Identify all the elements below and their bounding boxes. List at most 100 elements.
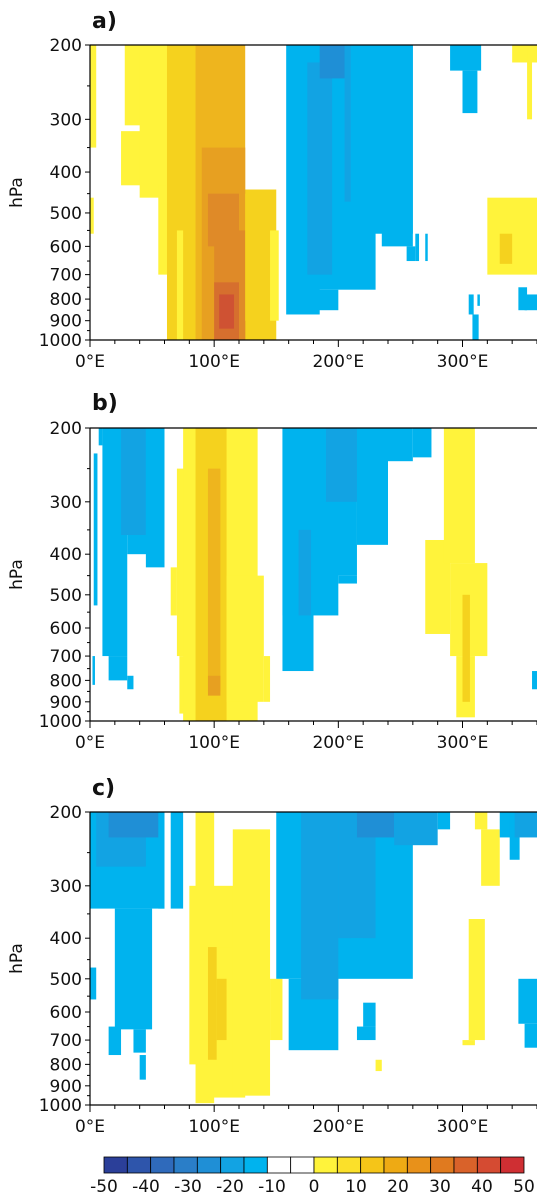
y-tick-label: 600 xyxy=(50,619,82,639)
heatmap-cell xyxy=(443,428,475,564)
heatmap-cell xyxy=(307,62,333,275)
colorbar-swatch xyxy=(103,1156,128,1174)
heatmap-cell xyxy=(381,45,413,247)
colorbar-swatch xyxy=(290,1156,315,1174)
colorbar-swatch xyxy=(266,1156,292,1174)
heatmap-cell xyxy=(226,575,264,702)
heatmap-cell xyxy=(356,812,395,838)
y-tick-label: 200 xyxy=(50,419,82,439)
heatmap-cell xyxy=(356,428,388,545)
heatmap-cell xyxy=(532,671,537,690)
heatmap-cell xyxy=(127,675,134,690)
heatmap-cell xyxy=(356,1026,376,1041)
heatmap-cell xyxy=(133,1029,146,1053)
heatmap-cell xyxy=(450,45,482,71)
heatmap-cell xyxy=(176,468,187,657)
heatmap-cell xyxy=(170,812,184,909)
colorbar-label: 40 xyxy=(471,1177,493,1195)
y-tick-label: 1000 xyxy=(39,712,82,732)
x-tick-label: 0°E xyxy=(75,733,105,753)
colorbar-swatch xyxy=(500,1156,525,1174)
y-axis-label: hPa xyxy=(7,943,27,974)
colorbar-swatch xyxy=(453,1156,478,1174)
heatmap-cell xyxy=(477,294,480,306)
y-tick-label: 800 xyxy=(50,290,82,310)
heatmap-cell xyxy=(93,453,98,606)
heatmap-cell xyxy=(406,246,416,262)
heatmap-cell xyxy=(270,230,279,321)
heatmap-cell xyxy=(474,812,488,830)
colorbar-label: -10 xyxy=(258,1177,286,1195)
y-tick-label: 600 xyxy=(50,1003,82,1023)
x-tick-label: 100°E xyxy=(188,733,240,753)
y-tick-label: 400 xyxy=(50,929,82,949)
heatmap-cell xyxy=(412,428,432,458)
y-tick-label: 400 xyxy=(50,545,82,565)
heatmap-cell xyxy=(388,428,413,462)
colorbar-label: -50 xyxy=(90,1177,118,1195)
x-tick-label: 300°E xyxy=(437,733,489,753)
heatmap-cell xyxy=(108,812,159,838)
heatmap-cell xyxy=(518,978,537,1024)
heatmap-cell xyxy=(216,978,227,1041)
heatmap-cell xyxy=(92,656,95,685)
heatmap-cell xyxy=(170,567,177,616)
heatmap-cell xyxy=(145,428,165,568)
x-tick-label: 200°E xyxy=(312,733,364,753)
heatmap-cell xyxy=(394,812,438,846)
y-tick-label: 300 xyxy=(50,110,82,130)
heatmap-cell xyxy=(298,529,312,616)
x-tick-label: 300°E xyxy=(437,352,489,372)
colorbar-label: 0 xyxy=(309,1177,320,1195)
colorbar-swatch xyxy=(360,1156,385,1174)
heatmap-cells xyxy=(92,428,537,721)
heatmap-cell xyxy=(139,1055,146,1080)
colorbar-swatch xyxy=(430,1156,455,1174)
colorbar-label: 10 xyxy=(345,1177,367,1195)
heatmap-cell xyxy=(527,45,533,120)
heatmap-cell xyxy=(207,675,221,696)
colorbar-label: -20 xyxy=(216,1177,244,1195)
y-tick-label: 200 xyxy=(50,803,82,823)
heatmap-cell xyxy=(350,938,364,968)
y-tick-label: 900 xyxy=(50,312,82,332)
x-tick-label: 100°E xyxy=(188,352,240,372)
colorbar-swatch xyxy=(150,1156,175,1174)
heatmap-cell xyxy=(325,428,364,502)
heatmap-cell xyxy=(524,1023,537,1048)
colorbar-label: 50 xyxy=(513,1177,535,1195)
heatmap-cell xyxy=(462,70,478,114)
y-tick-label: 500 xyxy=(50,204,82,224)
heatmap-cells xyxy=(90,812,537,1104)
y-tick-label: 200 xyxy=(50,36,82,56)
panel-label: c) xyxy=(92,776,115,801)
heatmap-cell xyxy=(468,294,474,315)
heatmap-cell xyxy=(207,947,217,1060)
y-tick-label: 500 xyxy=(50,586,82,606)
y-tick-label: 500 xyxy=(50,970,82,990)
heatmap-cell xyxy=(514,812,537,838)
heatmap-cell xyxy=(518,287,528,311)
colorbar-swatch xyxy=(196,1156,222,1174)
heatmap-cell xyxy=(524,294,537,311)
heatmap-cell xyxy=(90,967,97,1000)
colorbar-swatch xyxy=(406,1156,432,1174)
heatmap-cell xyxy=(415,233,420,262)
colorbar-label: 20 xyxy=(387,1177,409,1195)
x-tick-label: 300°E xyxy=(437,1117,489,1137)
y-tick-label: 1000 xyxy=(39,1096,82,1116)
y-tick-label: 1000 xyxy=(39,331,82,351)
x-tick-label: 200°E xyxy=(312,1117,364,1137)
heatmap-cell xyxy=(462,1040,475,1046)
heatmap-cell xyxy=(481,829,500,886)
heatmap-cell xyxy=(425,233,428,262)
heatmap-cell xyxy=(472,314,479,340)
x-tick-label: 100°E xyxy=(188,1117,240,1137)
y-tick-label: 800 xyxy=(50,671,82,691)
heatmap-cells xyxy=(90,45,537,340)
y-tick-label: 900 xyxy=(50,1077,82,1097)
heatmap-cell xyxy=(499,233,513,264)
